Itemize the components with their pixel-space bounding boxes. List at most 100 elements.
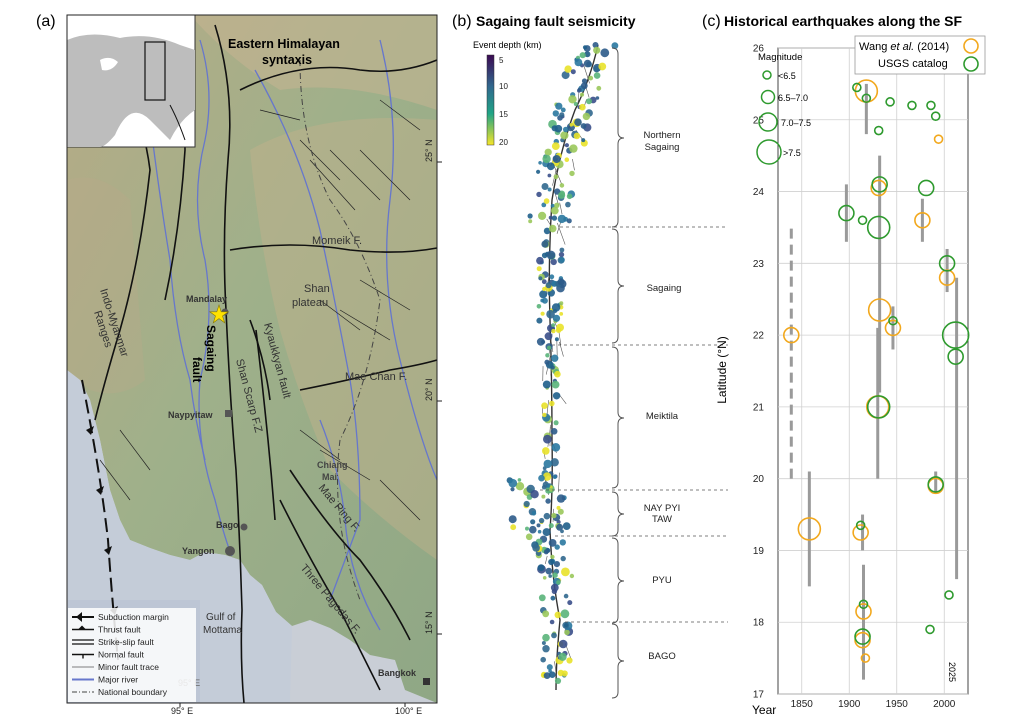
legend-wang-symbol (963, 38, 979, 54)
x-axis-label: Year (752, 703, 776, 717)
seismic-event (548, 224, 557, 233)
seismic-event (542, 472, 552, 481)
seismic-event (553, 420, 559, 426)
seismic-event (538, 517, 545, 524)
legend-label-boundary: National boundary (98, 687, 168, 697)
seismic-event (542, 610, 550, 618)
seismic-event (543, 198, 550, 204)
seismic-event (564, 65, 572, 73)
seismic-event (574, 58, 583, 67)
usgs-earthquake-circle (854, 628, 871, 645)
seismic-event (559, 183, 565, 188)
mag-class-1: <6.5 (778, 71, 796, 81)
seismic-event (551, 328, 556, 334)
lat-label-15: 15° N (424, 611, 434, 634)
seismic-event (566, 657, 573, 664)
seismic-event (557, 214, 567, 224)
seismic-event (561, 670, 568, 677)
seismic-event (536, 317, 543, 324)
wang-earthquake-circle (854, 631, 871, 649)
coordinate-ticks (179, 161, 442, 707)
plot-area (777, 47, 969, 695)
usgs-earthquake-circle (944, 590, 954, 600)
seismic-event (552, 110, 559, 117)
seismic-event (556, 494, 566, 503)
seismic-event (557, 508, 564, 515)
seismic-event (582, 45, 588, 50)
sagaing-fault-trace (214, 24, 245, 704)
seismic-event (536, 304, 542, 309)
seismic-event (556, 323, 564, 332)
panel-b-title: Sagaing fault seismicity (476, 13, 636, 29)
colorbar-tick-20: 20 (499, 138, 508, 147)
usgs-earthquake-circle (888, 315, 898, 326)
rivers (149, 39, 438, 631)
seismic-event (551, 512, 557, 519)
seismic-event (543, 549, 549, 555)
shan-highland (250, 118, 437, 560)
segment-labels: Northern Sagaing Sagaing Meiktila NAY PY… (644, 130, 682, 662)
seismic-event (548, 574, 552, 578)
chiang-mai-label-2: Mai (322, 472, 337, 482)
colorbar-ticks: 5 10 15 20 (499, 56, 508, 147)
colorbar-tick-5: 5 (499, 56, 504, 65)
seismic-event (551, 303, 561, 312)
map-frame (66, 14, 438, 704)
x-tick-label: 1950 (886, 699, 909, 710)
seismic-event (559, 539, 566, 546)
seismic-event (546, 483, 551, 489)
mag-class-2: 6.5–7.0 (778, 93, 808, 103)
seismic-event (581, 138, 586, 143)
seismic-event (573, 102, 578, 106)
seismic-event (551, 215, 558, 221)
seismic-event (542, 633, 550, 642)
y-tick-label: 21 (753, 402, 765, 413)
yangon-marker (225, 546, 235, 556)
y-axis-label: Latitude (°N) (715, 336, 729, 404)
syntaxis-title-1: Eastern Himalayan (228, 37, 340, 51)
usgs-earthquake-circle (925, 624, 935, 635)
seismic-event (528, 219, 533, 224)
seismic-event (552, 572, 558, 578)
seismicity-panel: (b) Sagaing fault seismicity Event depth… (452, 13, 728, 699)
wang-earthquake-circle (933, 134, 944, 144)
seismic-event (593, 65, 600, 73)
depth-colorbar (486, 54, 495, 146)
seismic-event (543, 434, 552, 444)
seismic-event (539, 290, 548, 299)
seismic-event (536, 266, 542, 272)
usgs-earthquake-circle (930, 111, 941, 121)
seismic-event (564, 629, 570, 636)
seismic-event (574, 118, 582, 126)
legend-symbol-normal (72, 653, 94, 659)
shan-scarp-trace (249, 319, 271, 401)
seismic-event (515, 482, 525, 491)
segment-meiktila-label: Meiktila (646, 411, 679, 422)
wang-earthquake-circle (867, 298, 892, 322)
seismic-event (573, 132, 581, 140)
seismic-event (563, 126, 569, 133)
seismic-event (541, 641, 546, 645)
seismic-event (549, 400, 555, 407)
salween-river (254, 69, 361, 601)
naypyitaw-marker (225, 410, 232, 417)
seismic-event (556, 580, 561, 585)
bangkok-label: Bangkok (378, 668, 417, 678)
seismic-event (553, 561, 561, 568)
chiang-mai-label-1: Chiang (317, 460, 348, 470)
usgs-earthquake-circle (866, 395, 891, 419)
seismic-event (554, 677, 562, 685)
seismic-event (542, 576, 547, 580)
ping-river (319, 419, 381, 631)
usgs-earthquake-circle (938, 255, 956, 272)
lon-label-95: 95° E (171, 706, 193, 716)
seismic-event (588, 75, 594, 81)
wang-earthquake-circle (914, 211, 931, 229)
seismic-event (540, 656, 546, 663)
magnitude-legend-title: Magnitude (758, 52, 802, 63)
seismic-event (545, 282, 552, 289)
mae-chan-fault-trace (299, 359, 438, 391)
mag-class-4: >7.5 (783, 148, 801, 158)
seismic-event (523, 500, 530, 508)
lon-label-100: 100° E (395, 706, 422, 716)
